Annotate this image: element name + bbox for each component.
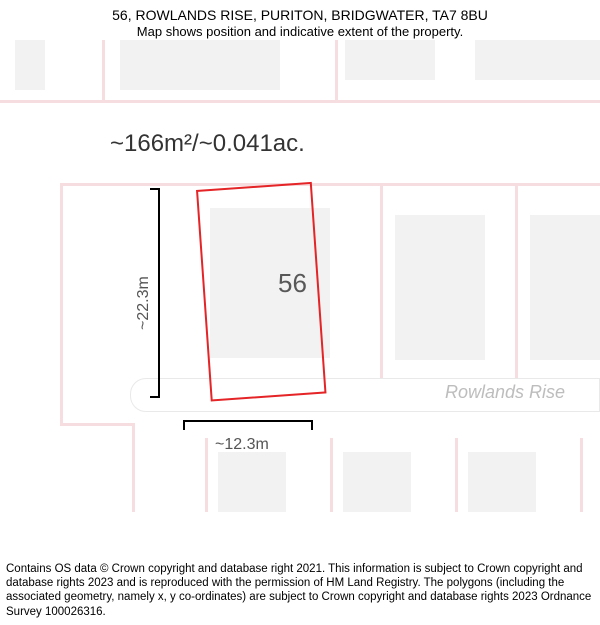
building-block	[475, 40, 600, 80]
building-block	[530, 215, 600, 360]
parcel-boundary	[60, 183, 600, 186]
parcel-boundary	[380, 183, 383, 378]
header-subtitle: Map shows position and indicative extent…	[0, 24, 600, 41]
parcel-boundary	[60, 423, 132, 426]
	[150, 188, 160, 190]
height-dimension-label: ~22.3m	[135, 276, 153, 330]
building-block	[395, 215, 485, 360]
	[183, 420, 185, 430]
parcel-boundary	[205, 438, 208, 512]
building-block	[218, 452, 286, 512]
width-dimension-bracket	[183, 420, 313, 430]
	[150, 396, 160, 398]
	[183, 420, 313, 422]
house-number: 56	[278, 268, 307, 299]
parcel-boundary	[0, 100, 600, 103]
parcel-boundary	[580, 438, 583, 512]
building-block	[468, 452, 536, 512]
parcel-boundary	[132, 423, 135, 512]
map-stage: Rowlands Rise 56 ~166m²/~0.041ac. ~22.3m ~12…	[0, 40, 600, 510]
	[311, 420, 313, 430]
width-dimension-label: ~12.3m	[215, 436, 269, 454]
parcel-boundary	[335, 40, 338, 100]
area-label: ~166m²/~0.041ac.	[110, 130, 305, 158]
parcel-boundary	[515, 183, 518, 378]
building-block	[120, 40, 280, 90]
road-name-label: Rowlands Rise	[445, 382, 565, 403]
property-outline	[196, 182, 327, 402]
parcel-boundary	[455, 438, 458, 512]
header: 56, ROWLANDS RISE, PURITON, BRIDGWATER, …	[0, 0, 600, 41]
building-block	[343, 452, 411, 512]
footer-copyright: Contains OS data © Crown copyright and d…	[6, 562, 594, 620]
	[158, 188, 160, 398]
parcel-boundary	[60, 183, 63, 423]
building-block	[345, 40, 435, 80]
parcel-boundary	[102, 40, 105, 100]
header-title: 56, ROWLANDS RISE, PURITON, BRIDGWATER, …	[0, 6, 600, 24]
building-block	[15, 40, 45, 90]
parcel-boundary	[330, 438, 333, 512]
